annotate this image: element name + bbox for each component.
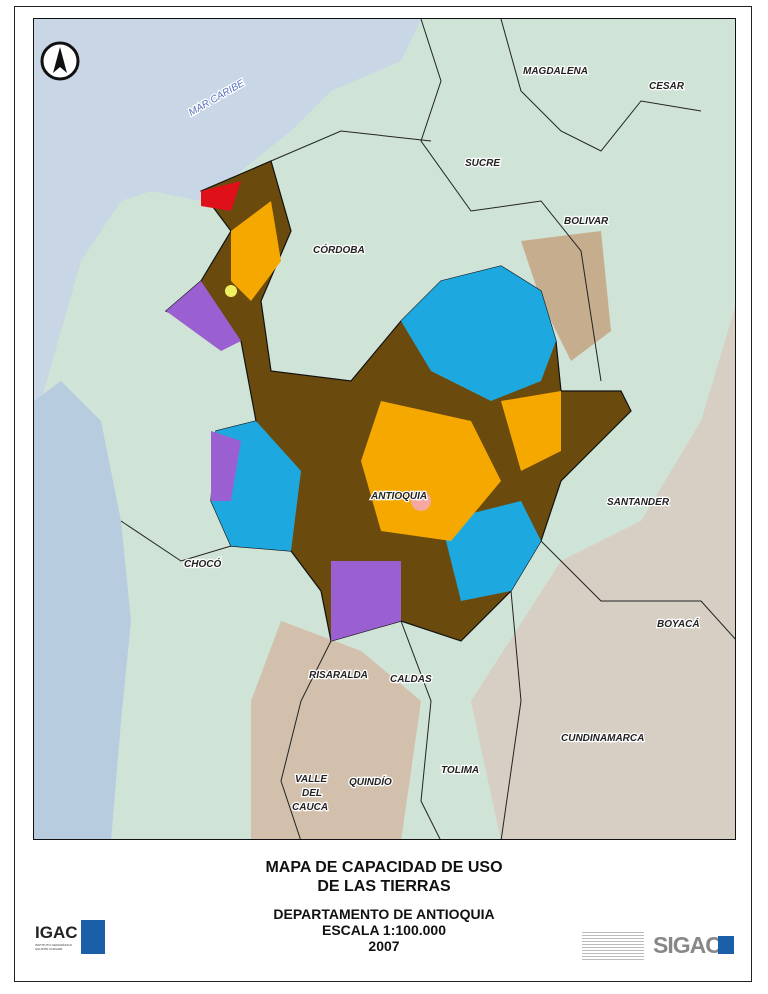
- label-valle: VALLE: [295, 774, 327, 785]
- label-cesar: CESAR: [649, 81, 685, 92]
- north-arrow-icon: [40, 41, 80, 81]
- subtitle-year: 2007: [368, 938, 400, 954]
- label-cordoba: CÓRDOBA: [313, 243, 365, 256]
- igac-emblem-icon: [81, 920, 105, 954]
- subtitle-department: DEPARTAMENTO DE ANTIOQUIA: [273, 906, 495, 922]
- label-boyaca: BOYACÁ: [657, 617, 700, 630]
- label-tolima: TOLIMA: [441, 765, 479, 776]
- department-borders: [120, 19, 735, 839]
- title-line-1: MAPA DE CAPACIDAD DE USO: [265, 859, 503, 876]
- label-sucre: SUCRE: [465, 158, 500, 169]
- land-capacity-classes: [166, 181, 561, 641]
- pacific-sea: [34, 381, 131, 839]
- map-title: MAPA DE CAPACIDAD DE USO DE LAS TIERRAS: [0, 858, 768, 896]
- mountains-central: [251, 621, 421, 839]
- igac-logo-subtext: INSTITUTO GEOGRÁFICO AGUSTÍN CODAZZI: [35, 943, 72, 951]
- label-valle-del: DEL: [302, 788, 322, 799]
- label-bolivar: BOLIVAR: [564, 216, 609, 227]
- label-magdalena: MAGDALENA: [523, 66, 588, 77]
- igac-logo: IGAC INSTITUTO GEOGRÁFICO AGUSTÍN CODAZZ…: [35, 920, 105, 956]
- label-santander: SANTANDER: [607, 497, 670, 508]
- fine-print-notes: [582, 932, 644, 960]
- label-quindio: QUINDÍO: [349, 775, 392, 788]
- mountains-bolivar: [521, 231, 611, 361]
- map-canvas[interactable]: MAR CARIBE MAGDALENA CESAR SUCRE BOLIVAR…: [34, 19, 736, 840]
- title-line-2: DE LAS TIERRAS: [317, 878, 451, 895]
- map-frame[interactable]: MAR CARIBE MAGDALENA CESAR SUCRE BOLIVAR…: [33, 18, 736, 840]
- caribbean-sea: [34, 19, 421, 401]
- subtitle-scale: ESCALA 1:100.000: [322, 922, 446, 938]
- label-cundinamarca: CUNDINAMARCA: [561, 733, 644, 744]
- label-valle-cauca: CAUCA: [292, 802, 328, 813]
- label-risaralda: RISARALDA: [309, 670, 368, 681]
- label-caldas: CALDAS: [390, 674, 432, 685]
- igac-logo-text: IGAC: [35, 923, 78, 942]
- label-antioquia: ANTIOQUIA: [370, 491, 427, 502]
- page-border: [14, 6, 752, 982]
- sigac-emblem-icon: [718, 936, 734, 954]
- label-choco: CHOCÓ: [184, 557, 221, 570]
- map-subtitle: DEPARTAMENTO DE ANTIOQUIA ESCALA 1:100.0…: [0, 906, 768, 954]
- sigac-logo: SIGAC: [653, 932, 722, 958]
- mountains-east: [471, 307, 735, 839]
